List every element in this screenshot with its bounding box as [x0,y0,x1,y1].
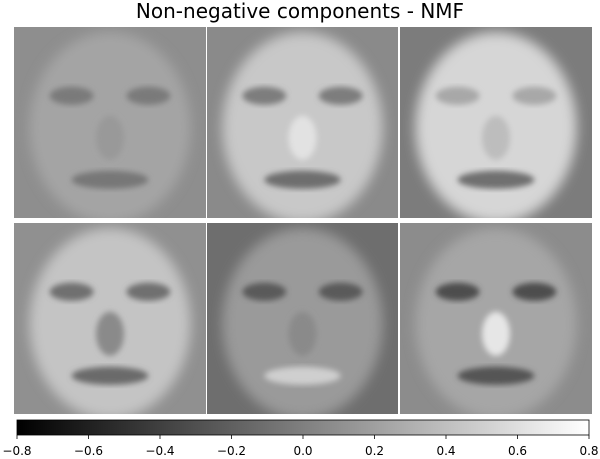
eye [512,282,557,301]
eye [318,282,363,301]
tick-label: 0.8 [579,444,598,458]
mouth [264,170,341,189]
face-content [207,27,398,218]
eye [512,86,557,105]
mouth [264,366,341,385]
face-image [207,27,398,218]
face-image [207,223,398,414]
face-content [207,223,398,414]
tick-label: −0.4 [145,444,174,458]
nose [482,311,510,356]
nose [96,115,124,160]
mouth [71,366,149,385]
tick-label: −0.8 [2,444,31,458]
tick-label: −0.6 [74,444,103,458]
eye [435,86,480,105]
tick-label: 0.0 [293,444,312,458]
title: Non-negative components - NMF [136,0,464,23]
eye [318,86,363,105]
face-image [400,223,592,414]
tick-label: 0.6 [508,444,527,458]
eye [49,282,94,301]
face-content [400,223,592,414]
eye [49,86,94,105]
eye [126,86,171,105]
face-content [14,27,206,218]
eye [242,282,287,301]
face-image [14,223,206,414]
nose [96,311,124,356]
tick-label: 0.4 [436,444,455,458]
mouth [457,170,535,189]
mouth [71,170,149,189]
colorbar-ticks: −0.8 −0.6 −0.4 −0.2 0.0 0.2 0.4 0.6 0.8 [2,435,599,458]
image-panels [14,27,592,414]
nose [288,311,317,356]
colorbar [16,419,590,436]
face-image [400,27,592,218]
eye [435,282,480,301]
face-content [14,223,206,414]
tick-label: 0.2 [365,444,384,458]
nose [288,115,317,160]
eye [242,86,287,105]
nose [482,115,510,160]
eye [126,282,171,301]
face-content [400,27,592,218]
face-image [14,27,206,218]
mouth [457,366,535,385]
tick-label: −0.2 [217,444,246,458]
